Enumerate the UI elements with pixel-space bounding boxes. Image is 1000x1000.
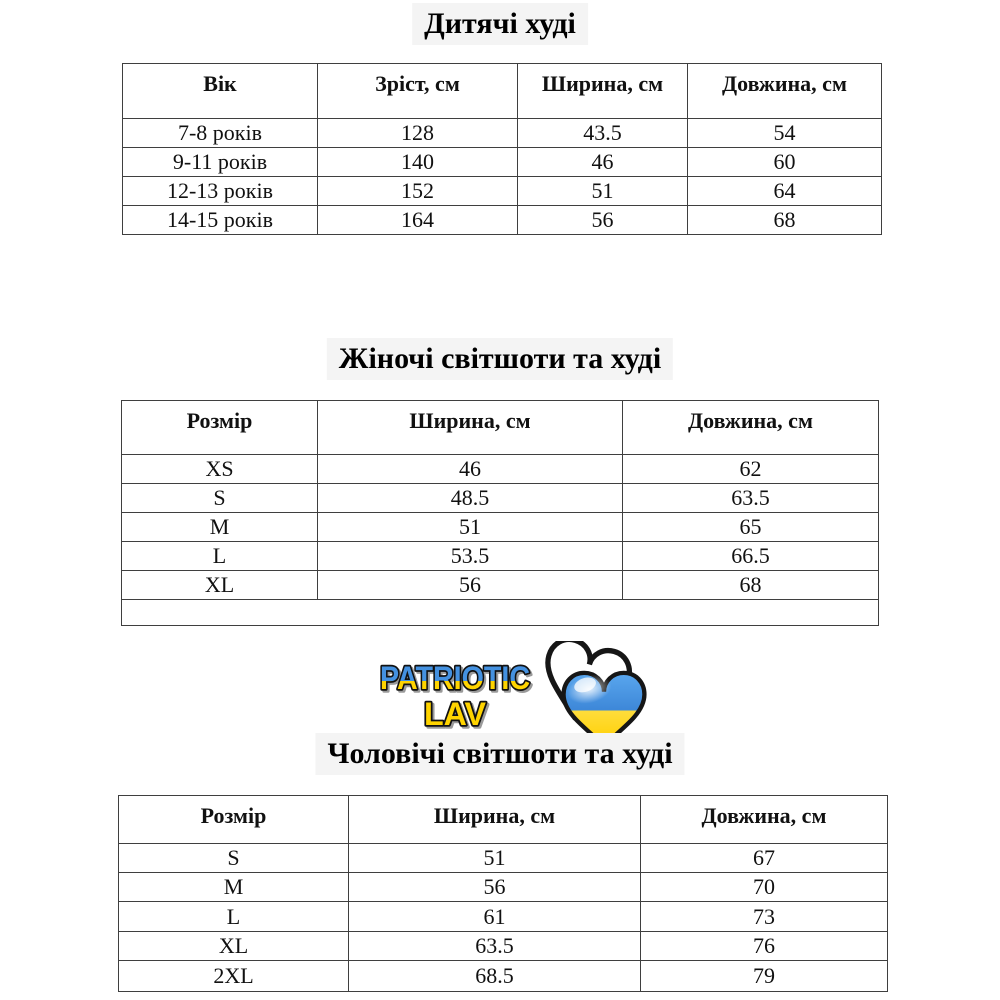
- logo-text-patriotic: PATRIOTIC: [380, 660, 530, 696]
- table-cell: 62: [622, 454, 879, 484]
- table-cell: 51: [317, 512, 623, 542]
- table-row: L 61 73: [118, 901, 888, 932]
- children-table-title: Дитячі худі: [412, 3, 588, 45]
- table-row: XS 46 62: [121, 454, 879, 484]
- column-header: Ширина, см: [517, 63, 688, 119]
- table-cell: 56: [348, 872, 641, 902]
- table-row: 12-13 років 152 51 64: [122, 176, 882, 206]
- column-header: Довжина, см: [687, 63, 882, 119]
- table-empty-row: [121, 599, 879, 626]
- table-cell: 140: [317, 147, 518, 177]
- table-cell: 67: [640, 843, 888, 873]
- table-cell: 14-15 років: [122, 205, 318, 235]
- table-cell: XS: [121, 454, 318, 484]
- men-size-table: Розмір Ширина, см Довжина, см S 51 67 M …: [118, 795, 888, 992]
- column-header: Розмір: [118, 795, 349, 844]
- table-cell: XL: [121, 570, 318, 600]
- table-row: 14-15 років 164 56 68: [122, 205, 882, 235]
- women-table-title: Жіночі світшоти та худі: [326, 338, 674, 380]
- table-cell: 70: [640, 872, 888, 902]
- children-size-table: Вік Зріст, см Ширина, см Довжина, см 7-8…: [122, 63, 882, 235]
- table-cell: S: [118, 843, 349, 873]
- table-header-row: Розмір Ширина, см Довжина, см: [118, 795, 888, 844]
- logo-text-lav: LAV: [424, 696, 487, 732]
- table-cell: 68.5: [348, 960, 641, 992]
- table-cell: 73: [640, 901, 888, 932]
- table-cell: 48.5: [317, 483, 623, 513]
- table-cell: 2XL: [118, 960, 349, 992]
- heart-shine-spot: [574, 677, 596, 693]
- table-cell: 51: [517, 176, 688, 206]
- table-header-row: Вік Зріст, см Ширина, см Довжина, см: [122, 63, 882, 119]
- column-header: Зріст, см: [317, 63, 518, 119]
- table-row: 9-11 років 140 46 60: [122, 147, 882, 177]
- table-row: L 53.5 66.5: [121, 541, 879, 571]
- men-table-title: Чоловічі світшоти та худі: [315, 733, 685, 775]
- table-cell: M: [121, 512, 318, 542]
- column-header: Ширина, см: [348, 795, 641, 844]
- table-row: XL 63.5 76: [118, 931, 888, 961]
- column-header: Довжина, см: [622, 400, 879, 455]
- table-row: M 56 70: [118, 872, 888, 902]
- logo-wordmark: PATRIOTIC LAV: [378, 658, 532, 734]
- table-row: 7-8 років 128 43.5 54: [122, 118, 882, 148]
- table-row: S 48.5 63.5: [121, 483, 879, 513]
- table-cell: 56: [317, 570, 623, 600]
- table-cell: 65: [622, 512, 879, 542]
- table-cell: 79: [640, 960, 888, 992]
- table-row: XL 56 68: [121, 570, 879, 600]
- table-cell: 46: [317, 454, 623, 484]
- column-header: Довжина, см: [640, 795, 888, 844]
- table-cell: 12-13 років: [122, 176, 318, 206]
- table-cell: 64: [687, 176, 882, 206]
- table-cell: 152: [317, 176, 518, 206]
- table-row: M 51 65: [121, 512, 879, 542]
- table-cell: 60: [687, 147, 882, 177]
- table-cell: 63.5: [622, 483, 879, 513]
- column-header: Вік: [122, 63, 318, 119]
- table-cell: 56: [517, 205, 688, 235]
- table-cell: 68: [687, 205, 882, 235]
- table-cell: 53.5: [317, 541, 623, 571]
- empty-cell: [121, 599, 879, 626]
- table-cell: 68: [622, 570, 879, 600]
- table-cell: 43.5: [517, 118, 688, 148]
- table-cell: 9-11 років: [122, 147, 318, 177]
- table-row: S 51 67: [118, 843, 888, 873]
- table-cell: 61: [348, 901, 641, 932]
- table-cell: 66.5: [622, 541, 879, 571]
- column-header: Ширина, см: [317, 400, 623, 455]
- table-header-row: Розмір Ширина, см Довжина, см: [121, 400, 879, 455]
- table-cell: 164: [317, 205, 518, 235]
- logo: PATRIOTIC LAV: [373, 641, 651, 753]
- table-cell: 128: [317, 118, 518, 148]
- table-cell: S: [121, 483, 318, 513]
- table-cell: M: [118, 872, 349, 902]
- table-cell: 51: [348, 843, 641, 873]
- table-cell: 46: [517, 147, 688, 177]
- table-cell: L: [121, 541, 318, 571]
- table-cell: XL: [118, 931, 349, 961]
- table-cell: 76: [640, 931, 888, 961]
- table-cell: 7-8 років: [122, 118, 318, 148]
- table-cell: 63.5: [348, 931, 641, 961]
- women-size-table: Розмір Ширина, см Довжина, см XS 46 62 S…: [121, 400, 879, 626]
- column-header: Розмір: [121, 400, 318, 455]
- table-cell: L: [118, 901, 349, 932]
- table-cell: 54: [687, 118, 882, 148]
- table-row: 2XL 68.5 79: [118, 960, 888, 992]
